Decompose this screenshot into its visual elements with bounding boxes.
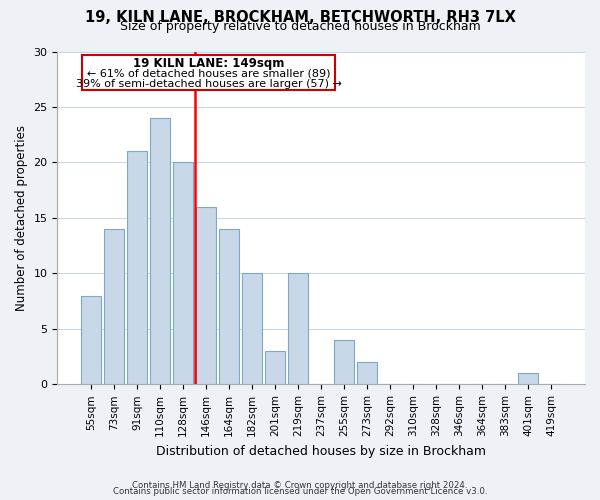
Bar (265, 351, 285, 384)
Bar (518, 373, 538, 384)
Bar (151, 118, 170, 384)
Text: Size of property relative to detached houses in Brockham: Size of property relative to detached ho… (119, 20, 481, 33)
Text: ← 61% of detached houses are smaller (89): ← 61% of detached houses are smaller (89… (87, 68, 330, 78)
Bar (220, 229, 239, 384)
Text: 19, KILN LANE, BROCKHAM, BETCHWORTH, RH3 7LX: 19, KILN LANE, BROCKHAM, BETCHWORTH, RH3… (85, 10, 515, 25)
FancyBboxPatch shape (82, 55, 335, 90)
Bar (196, 207, 216, 384)
Bar (173, 162, 193, 384)
Bar (289, 274, 308, 384)
Text: 39% of semi-detached houses are larger (57) →: 39% of semi-detached houses are larger (… (76, 79, 341, 89)
Bar (242, 274, 262, 384)
Bar (82, 296, 101, 384)
Bar (104, 229, 124, 384)
Bar (334, 340, 354, 384)
Bar (127, 152, 147, 384)
Bar (358, 362, 377, 384)
Text: Contains HM Land Registry data © Crown copyright and database right 2024.: Contains HM Land Registry data © Crown c… (132, 481, 468, 490)
Y-axis label: Number of detached properties: Number of detached properties (15, 125, 28, 311)
Text: 19 KILN LANE: 149sqm: 19 KILN LANE: 149sqm (133, 57, 284, 70)
Text: Contains public sector information licensed under the Open Government Licence v3: Contains public sector information licen… (113, 487, 487, 496)
X-axis label: Distribution of detached houses by size in Brockham: Distribution of detached houses by size … (156, 444, 486, 458)
